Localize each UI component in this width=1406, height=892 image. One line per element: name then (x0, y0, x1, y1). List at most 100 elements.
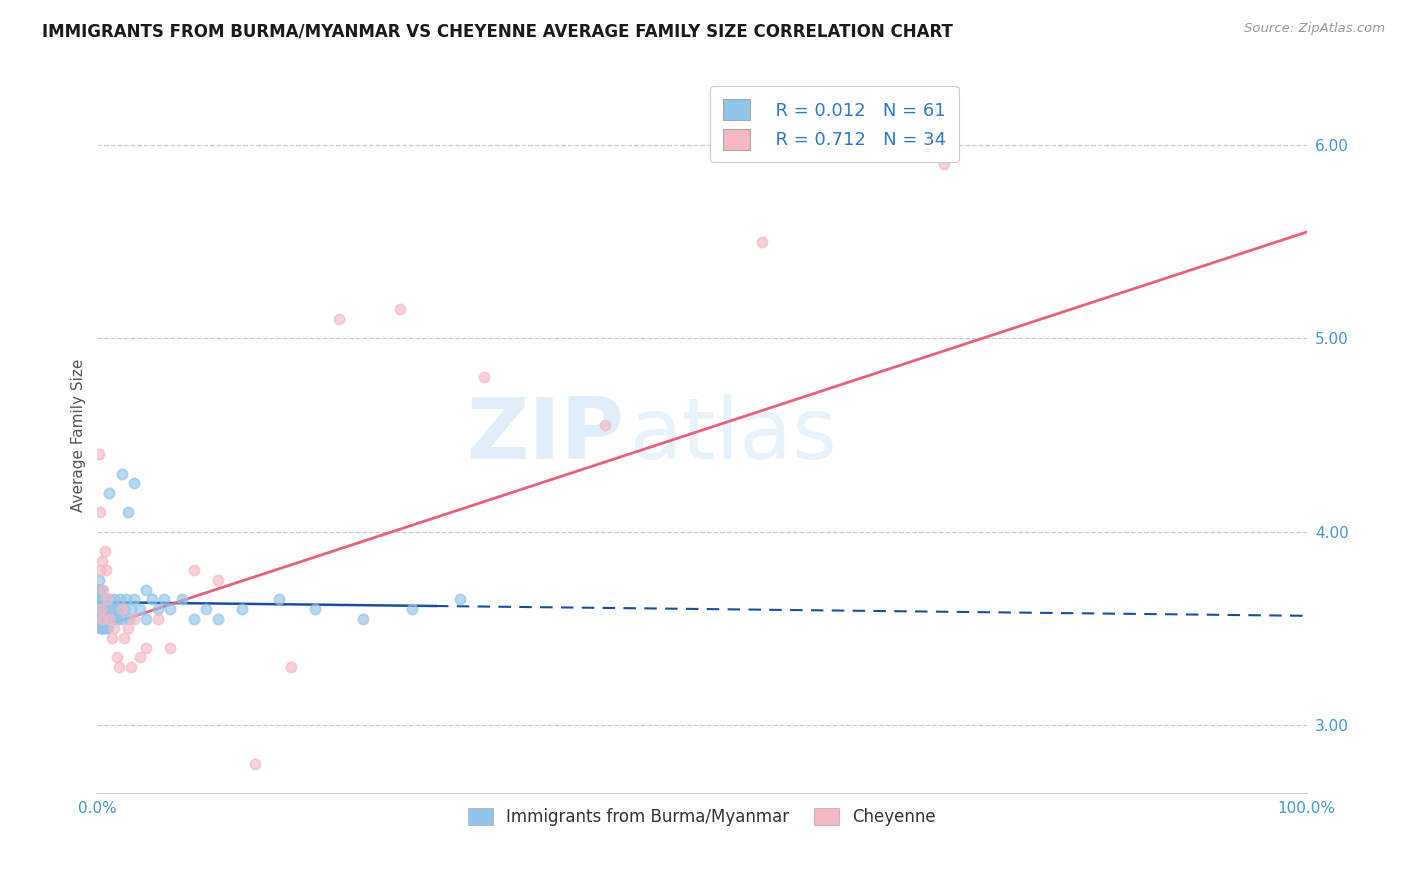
Point (388, 302, 411, 317)
Point (87, 612, 110, 626)
Point (90, 602, 112, 616)
Point (89, 563, 111, 577)
Point (87, 573, 110, 587)
Point (94, 602, 117, 616)
Point (117, 621, 139, 635)
Point (89, 612, 111, 626)
Point (91, 602, 114, 616)
Point (93, 592, 115, 607)
Point (90, 602, 112, 616)
Point (128, 602, 150, 616)
Point (108, 602, 131, 616)
Point (87, 602, 110, 616)
Point (170, 592, 193, 607)
Point (103, 592, 125, 607)
Point (120, 602, 142, 616)
Point (93, 544, 115, 558)
Point (128, 650, 150, 665)
Point (93, 621, 115, 635)
Point (100, 602, 122, 616)
Text: Source: ZipAtlas.com: Source: ZipAtlas.com (1244, 22, 1385, 36)
Text: ZIP: ZIP (465, 393, 623, 476)
Point (267, 592, 290, 607)
Point (93, 612, 115, 626)
Point (89, 602, 111, 616)
Point (112, 602, 135, 616)
Point (93, 582, 115, 597)
Point (401, 602, 423, 616)
Point (96, 592, 118, 607)
Point (87, 592, 110, 607)
Point (89, 621, 111, 635)
Point (153, 592, 176, 607)
Point (593, 418, 616, 433)
Point (207, 573, 229, 587)
Point (101, 602, 124, 616)
Point (110, 592, 132, 607)
Point (96, 612, 118, 626)
Point (183, 612, 205, 626)
Point (93, 612, 115, 626)
Point (89, 592, 111, 607)
Point (352, 612, 374, 626)
Point (122, 592, 145, 607)
Point (98, 612, 121, 626)
Point (87, 447, 110, 461)
Point (103, 621, 125, 635)
Point (304, 602, 326, 616)
Point (207, 612, 229, 626)
Point (751, 235, 773, 249)
Point (159, 640, 181, 655)
Point (96, 592, 118, 607)
Point (104, 612, 127, 626)
Point (110, 612, 132, 626)
Point (108, 660, 131, 674)
Point (135, 582, 157, 597)
Point (472, 370, 495, 384)
Point (105, 650, 128, 665)
Point (122, 612, 145, 626)
Point (97, 621, 120, 635)
Point (159, 602, 181, 616)
Point (146, 612, 169, 626)
Point (101, 612, 124, 626)
Point (93, 621, 115, 635)
Point (105, 602, 128, 616)
Point (110, 467, 132, 481)
Point (98, 486, 121, 500)
Point (101, 631, 124, 645)
Point (94, 563, 117, 577)
Point (141, 592, 163, 607)
Point (280, 660, 302, 674)
Point (932, 157, 955, 171)
Point (243, 756, 266, 771)
Point (91, 554, 114, 568)
Point (117, 505, 139, 519)
Point (91, 612, 114, 626)
Point (93, 602, 115, 616)
Point (118, 612, 141, 626)
Point (91, 582, 114, 597)
Point (98, 592, 121, 607)
Text: atlas: atlas (630, 393, 838, 476)
Point (90, 621, 112, 635)
Point (90, 592, 112, 607)
Point (89, 505, 111, 519)
Point (98, 612, 121, 626)
Point (120, 660, 142, 674)
Point (328, 312, 350, 326)
Point (87, 582, 110, 597)
Point (94, 621, 117, 635)
Point (115, 592, 138, 607)
Point (91, 621, 114, 635)
Point (135, 612, 157, 626)
Point (195, 602, 218, 616)
Point (89, 582, 111, 597)
Point (90, 612, 112, 626)
Point (112, 631, 135, 645)
Point (91, 612, 114, 626)
Point (122, 476, 145, 491)
Text: IMMIGRANTS FROM BURMA/MYANMAR VS CHEYENNE AVERAGE FAMILY SIZE CORRELATION CHART: IMMIGRANTS FROM BURMA/MYANMAR VS CHEYENN… (42, 22, 953, 40)
Legend: Immigrants from Burma/Myanmar, Cheyenne: Immigrants from Burma/Myanmar, Cheyenne (460, 799, 945, 834)
Point (135, 640, 157, 655)
